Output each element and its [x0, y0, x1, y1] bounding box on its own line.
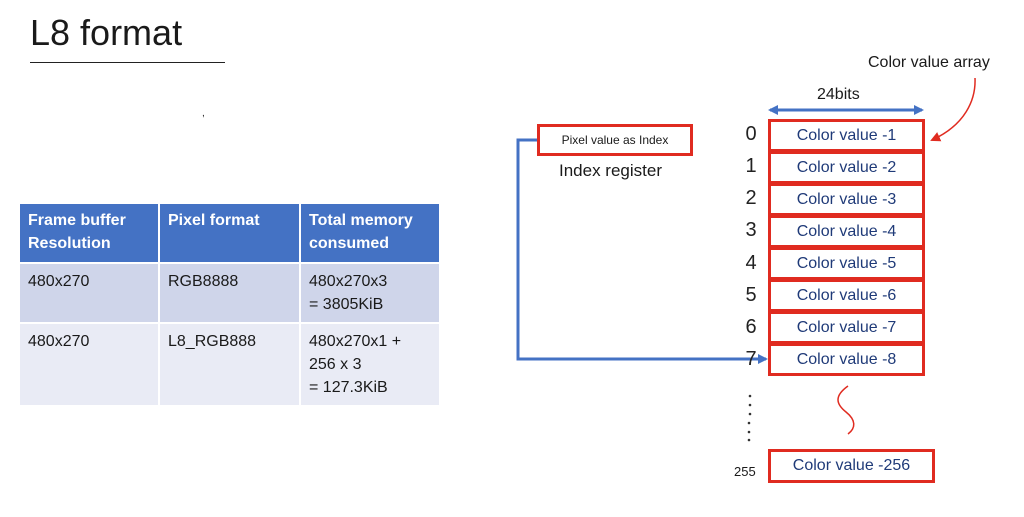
- row-index: 0: [745, 123, 757, 145]
- color-entry: Color value -2: [768, 151, 925, 184]
- stray-mark: ,: [202, 108, 205, 119]
- array-callout-arrow: [930, 77, 976, 142]
- color-entry: Color value -4: [768, 215, 925, 248]
- last-row-index: 255: [734, 464, 756, 479]
- color-entry: Color value -3: [768, 183, 925, 216]
- table-row: 480x270 L8_RGB888 480x270x1 + 256 x 3 = …: [20, 322, 439, 405]
- color-entry: Color value -6: [768, 279, 925, 312]
- row-index: 5: [745, 284, 757, 306]
- row-index: 1: [745, 155, 757, 177]
- cell-memory: 480x270x1 + 256 x 3 = 127.3KiB: [300, 322, 439, 405]
- row-index: 6: [745, 316, 757, 338]
- color-entry: Color value -5: [768, 247, 925, 280]
- index-register-box: Pixel value as Index: [537, 124, 693, 156]
- cell-pixel-format: L8_RGB888: [159, 322, 301, 405]
- row-index: 4: [745, 252, 757, 274]
- cell-memory: 480x270x3 = 3805KiB: [300, 262, 439, 323]
- index-register-label: Index register: [559, 161, 662, 180]
- header-pixel-format: Pixel format: [159, 204, 301, 263]
- continuation-squiggle: [837, 385, 855, 435]
- color-array-title: Color value array: [868, 54, 990, 71]
- slide-title: L8 format: [30, 8, 225, 63]
- row-index: 3: [745, 219, 757, 241]
- color-entry-last: Color value -256: [768, 449, 935, 483]
- memory-table: Frame buffer Resolution Pixel format Tot…: [20, 204, 439, 405]
- color-entry: Color value -8: [768, 343, 925, 376]
- cell-resolution: 480x270: [20, 262, 160, 323]
- row-index: 7: [745, 348, 757, 370]
- cell-pixel-format: RGB8888: [159, 262, 301, 323]
- color-entry: Color value -7: [768, 311, 925, 344]
- table-row: 480x270 RGB8888 480x270x3 = 3805KiB: [20, 262, 439, 323]
- table-header-row: Frame buffer Resolution Pixel format Tot…: [20, 204, 439, 263]
- color-entry: Color value -1: [768, 119, 925, 152]
- row-index: 2: [745, 187, 757, 209]
- header-total-memory: Total memory consumed: [300, 204, 439, 263]
- header-resolution: Frame buffer Resolution: [20, 204, 160, 263]
- bit-width-label: 24bits: [817, 86, 860, 103]
- ellipsis-dots: [747, 394, 752, 442]
- index-connector-arrow: [516, 138, 768, 364]
- cell-resolution: 480x270: [20, 322, 160, 405]
